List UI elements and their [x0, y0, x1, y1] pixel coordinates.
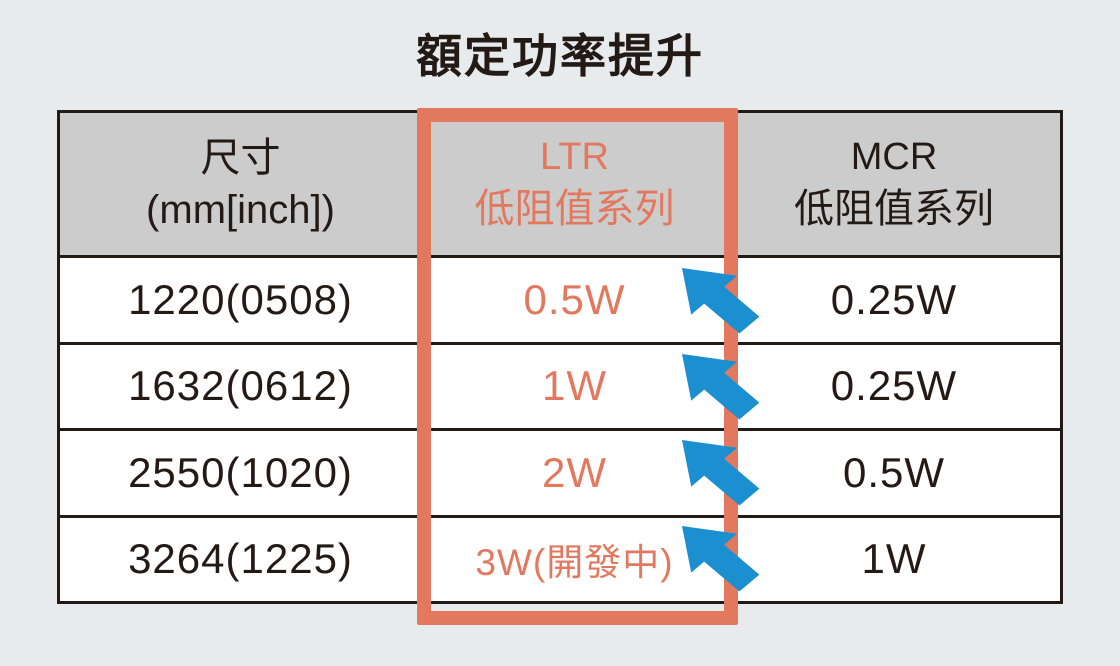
- mcr-value: 0.25W: [830, 362, 958, 410]
- ltr-value: 3W(開發中): [475, 542, 674, 584]
- mcr-value: 0.25W: [830, 275, 958, 323]
- header-size-unit: (mm[inch]): [146, 188, 335, 232]
- mcr-value-cell: 0.25W: [728, 258, 1060, 342]
- mcr-value: 0.5W: [842, 448, 946, 496]
- ltr-value-cell: 1W: [424, 344, 728, 428]
- table-row: 2550(1020) 2W 0.5W: [60, 428, 1060, 515]
- header-mcr-series: 低阻值系列: [794, 186, 994, 231]
- table-row: 3264(1225) 3W(開發中) 1W: [60, 514, 1060, 602]
- size-cell: 1632(0612): [60, 344, 424, 428]
- size-cell: 1220(0508): [60, 258, 424, 342]
- mcr-value: 1W: [861, 535, 927, 583]
- size-value: 2550(1020): [128, 448, 353, 496]
- size-value: 1632(0612): [128, 362, 353, 410]
- size-value: 1220(0508): [128, 275, 353, 323]
- mcr-value-cell: 1W: [728, 518, 1060, 602]
- upgrade-arrow-icon: [682, 268, 760, 334]
- size-cell: 3264(1225): [60, 517, 424, 601]
- header-ltr-name: LTR: [540, 136, 609, 179]
- upgrade-arrow-icon: [682, 526, 760, 592]
- size-cell: 2550(1020): [60, 431, 424, 515]
- ltr-value: 0.5W: [523, 275, 626, 323]
- ltr-value: 2W: [542, 448, 607, 496]
- table-row: 1632(0612) 1W 0.25W: [60, 341, 1060, 429]
- size-value: 3264(1225): [128, 535, 353, 583]
- table-row: 1220(0508) 0.5W 0.25W: [60, 258, 1060, 342]
- mcr-value-cell: 0.25W: [728, 345, 1060, 429]
- header-size-label: 尺寸: [200, 136, 281, 180]
- table-header-row: 尺寸 (mm[inch]) LTR 低阻值系列 MCR 低阻值系列: [60, 113, 1060, 258]
- header-size: 尺寸 (mm[inch]): [60, 113, 424, 255]
- page-title: 額定功率提升: [416, 30, 704, 82]
- ltr-value: 1W: [542, 362, 607, 410]
- comparison-table: 尺寸 (mm[inch]) LTR 低阻值系列 MCR 低阻值系列 1220(0…: [57, 110, 1063, 604]
- upgrade-arrow-icon: [682, 440, 760, 506]
- upgrade-arrow-icon: [682, 354, 760, 420]
- header-mcr-name: MCR: [850, 136, 938, 179]
- header-ltr: LTR 低阻值系列: [424, 113, 728, 255]
- header-mcr: MCR 低阻值系列: [728, 113, 1060, 255]
- header-ltr-series: 低阻值系列: [474, 186, 675, 231]
- mcr-value-cell: 0.5W: [728, 431, 1060, 515]
